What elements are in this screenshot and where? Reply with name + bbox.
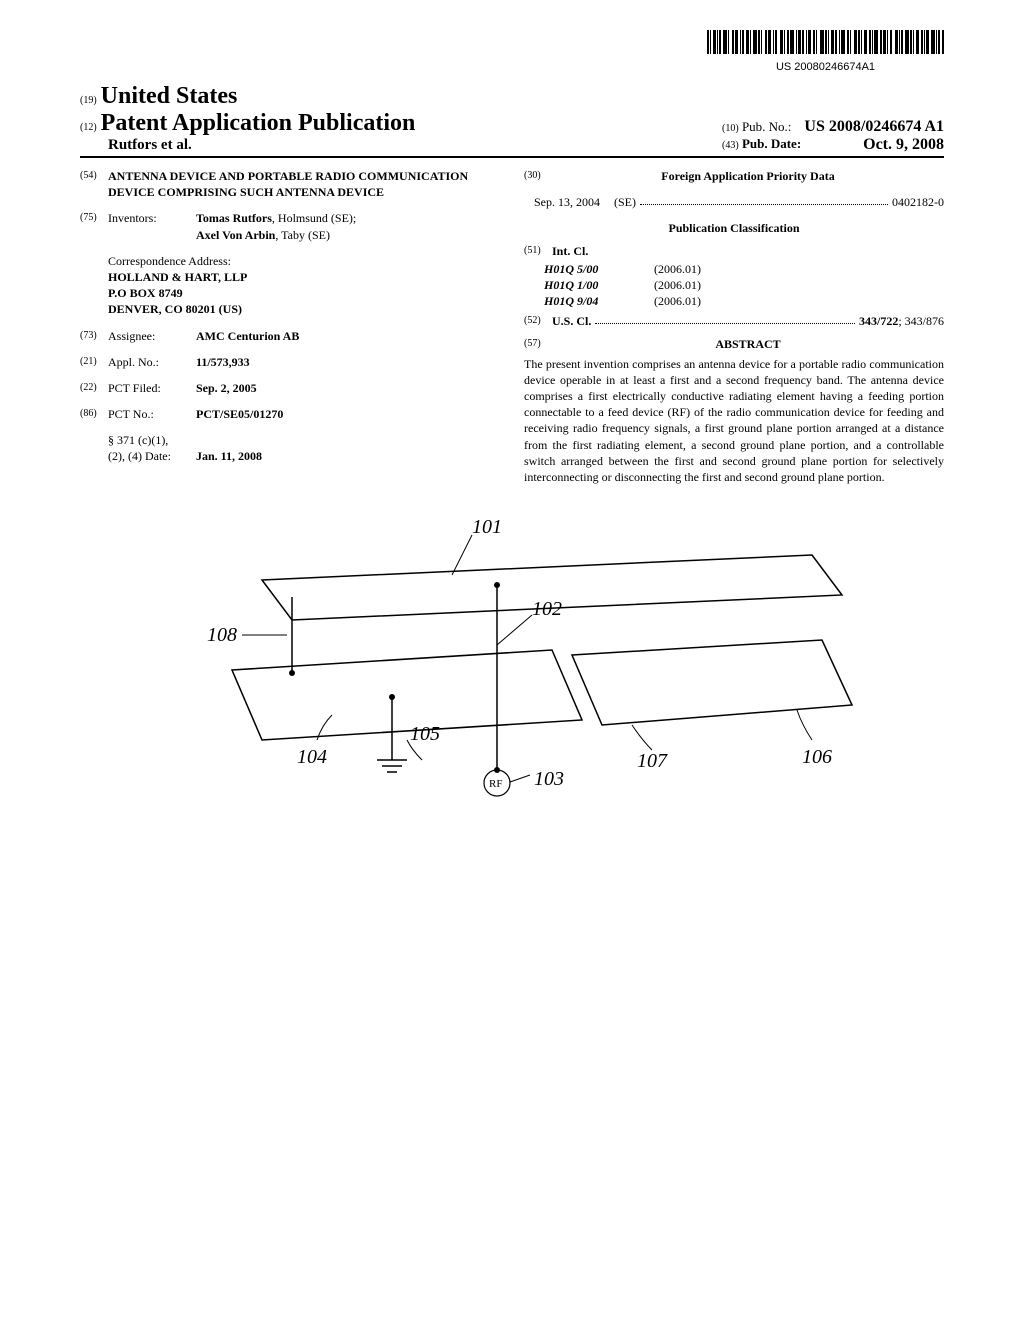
foreign-num: (30) [524,168,552,184]
assignee-num: (73) [80,328,108,344]
invention-title: ANTENNA DEVICE AND PORTABLE RADIO COMMUN… [108,168,500,200]
dotfill [640,194,888,205]
abstract-text: The present invention comprises an anten… [524,356,944,486]
intcl-year-0: (2006.01) [654,261,754,277]
abstract-num: (57) [524,336,552,352]
appl-no: 11/573,933 [196,354,500,370]
intcl-code-0: H01Q 5/00 [544,261,654,277]
pub-date-num: (43) [722,140,739,151]
pub-type: Patent Application Publication [101,110,416,136]
fig-label-106: 106 [802,746,832,768]
intcl-year-2: (2006.01) [654,293,754,309]
appl-no-label: Appl. No.: [108,354,196,370]
assignee-label: Assignee: [108,328,196,344]
foreign-appno: 0402182-0 [892,194,944,210]
left-column: (54) ANTENNA DEVICE AND PORTABLE RADIO C… [80,168,500,485]
inventor2-name: Axel Von Arbin [196,228,275,242]
intcl-label: Int. Cl. [552,243,944,259]
correspondence-label: Correspondence Address: [108,253,500,269]
pct-no: PCT/SE05/01270 [196,406,500,422]
inventor1-loc: , Holmsund (SE); [272,211,356,225]
pub-class-title: Publication Classification [524,220,944,236]
fig-label-107: 107 [637,750,668,772]
correspondence-line2: P.O BOX 8749 [108,285,500,301]
header: (19) United States (12) Patent Applicati… [80,83,944,158]
uscl-label: U.S. Cl. [552,313,591,329]
appl-no-num: (21) [80,354,108,370]
assignee: AMC Centurion AB [196,328,500,344]
barcode-lines [707,30,944,54]
abstract-title: ABSTRACT [552,336,944,352]
intcl-code-2: H01Q 9/04 [544,293,654,309]
pct-no-num: (86) [80,406,108,422]
foreign-title: Foreign Application Priority Data [552,168,944,184]
antenna-diagram: 101 102 108 104 105 103 107 106 RF [152,515,872,805]
intcl-num: (51) [524,243,552,259]
fig-label-104: 104 [297,746,327,768]
dotfill [595,313,855,324]
intcl-year-1: (2006.01) [654,277,754,293]
foreign-date: Sep. 13, 2004 [534,194,600,210]
pct-filed: Sep. 2, 2005 [196,380,500,396]
fig-label-103: 103 [534,768,564,790]
fig-label-101: 101 [472,516,502,538]
s371-label1: § 371 (c)(1), [108,433,168,447]
right-column: (30) Foreign Application Priority Data S… [524,168,944,485]
fig-label-rf: RF [489,778,502,790]
barcode-text: US 20080246674A1 [707,61,944,73]
authors: Rutfors et al. [108,137,415,154]
intcl-code-1: H01Q 1/00 [544,277,654,293]
pct-filed-num: (22) [80,380,108,396]
inventor2-loc: , Taby (SE) [275,228,330,242]
pub-type-num: (12) [80,122,97,133]
inventors-num: (75) [80,210,108,242]
s371-label2: (2), (4) Date: [108,449,171,463]
inventors-label: Inventors: [108,210,196,242]
fig-label-108: 108 [207,624,237,646]
barcode-region: US 20080246674A1 [80,30,944,75]
title-num: (54) [80,168,108,200]
pub-date-label: Pub. Date: [742,136,801,151]
patent-figure: 101 102 108 104 105 103 107 106 RF [80,515,944,810]
country-num: (19) [80,95,97,106]
pub-no: US 2008/0246674 A1 [804,118,944,135]
correspondence-line3: DENVER, CO 80201 (US) [108,301,500,317]
pub-date: Oct. 9, 2008 [863,136,944,154]
country: United States [101,83,238,109]
uscl-num: (52) [524,313,552,329]
uscl-main: 343/722 [859,313,898,329]
fig-label-105: 105 [410,723,440,745]
pub-no-num: (10) [722,123,739,134]
correspondence-line1: HOLLAND & HART, LLP [108,269,500,285]
pub-no-label: Pub. No.: [742,119,791,134]
inventor1-name: Tomas Rutfors [196,211,272,225]
foreign-country: (SE) [614,194,636,210]
s371-date: Jan. 11, 2008 [196,448,500,464]
pct-no-label: PCT No.: [108,406,196,422]
pct-filed-label: PCT Filed: [108,380,196,396]
uscl-other: ; 343/876 [898,313,944,329]
fig-label-102: 102 [532,598,562,620]
